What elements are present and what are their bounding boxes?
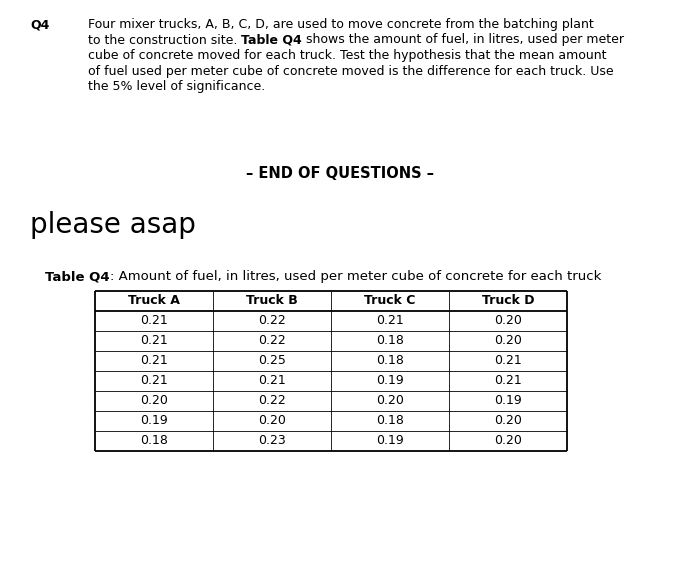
Text: 0.18: 0.18 <box>376 354 404 367</box>
Text: 0.19: 0.19 <box>140 415 168 427</box>
Text: Four mixer trucks, A, B, C, D, are used to move concrete from the batching plant: Four mixer trucks, A, B, C, D, are used … <box>88 18 594 31</box>
Text: 0.19: 0.19 <box>376 374 404 388</box>
Text: 0.20: 0.20 <box>258 415 286 427</box>
Text: 0.23: 0.23 <box>258 434 286 448</box>
Text: Truck B: Truck B <box>246 294 298 308</box>
Text: of fuel used per meter cube of concrete moved is the difference for each truck. : of fuel used per meter cube of concrete … <box>88 65 613 78</box>
Text: 0.20: 0.20 <box>494 314 522 328</box>
Text: 0.22: 0.22 <box>258 314 286 328</box>
Text: – END OF QUESTIONS –: – END OF QUESTIONS – <box>246 166 434 181</box>
Text: shows the amount of fuel, in litres, used per meter: shows the amount of fuel, in litres, use… <box>302 33 624 47</box>
Text: 0.21: 0.21 <box>258 374 286 388</box>
Text: 0.21: 0.21 <box>494 354 522 367</box>
Text: Table Q4: Table Q4 <box>45 270 109 283</box>
Text: Q4: Q4 <box>30 18 50 31</box>
Text: 0.20: 0.20 <box>140 395 168 407</box>
Text: 0.18: 0.18 <box>140 434 168 448</box>
Text: 0.18: 0.18 <box>376 335 404 347</box>
Text: : Amount of fuel, in litres, used per meter cube of concrete for each truck: : Amount of fuel, in litres, used per me… <box>109 270 601 283</box>
Text: 0.21: 0.21 <box>140 354 168 367</box>
Text: 0.21: 0.21 <box>494 374 522 388</box>
Text: 0.20: 0.20 <box>494 434 522 448</box>
Text: 0.18: 0.18 <box>376 415 404 427</box>
Text: 0.19: 0.19 <box>494 395 522 407</box>
Text: cube of concrete moved for each truck. Test the hypothesis that the mean amount: cube of concrete moved for each truck. T… <box>88 49 607 62</box>
Text: 0.20: 0.20 <box>494 335 522 347</box>
Text: to the construction site.: to the construction site. <box>88 33 241 47</box>
Text: Truck D: Truck D <box>481 294 534 308</box>
Text: Truck C: Truck C <box>364 294 415 308</box>
Text: 0.21: 0.21 <box>376 314 404 328</box>
Text: 0.20: 0.20 <box>494 415 522 427</box>
Text: 0.25: 0.25 <box>258 354 286 367</box>
Text: please asap: please asap <box>30 211 196 239</box>
Text: 0.21: 0.21 <box>140 374 168 388</box>
Text: 0.20: 0.20 <box>376 395 404 407</box>
Text: the 5% level of significance.: the 5% level of significance. <box>88 80 265 93</box>
Text: 0.22: 0.22 <box>258 335 286 347</box>
Text: 0.21: 0.21 <box>140 314 168 328</box>
Text: 0.22: 0.22 <box>258 395 286 407</box>
Text: Truck A: Truck A <box>128 294 180 308</box>
Text: 0.21: 0.21 <box>140 335 168 347</box>
Text: 0.19: 0.19 <box>376 434 404 448</box>
Text: Table Q4: Table Q4 <box>241 33 302 47</box>
